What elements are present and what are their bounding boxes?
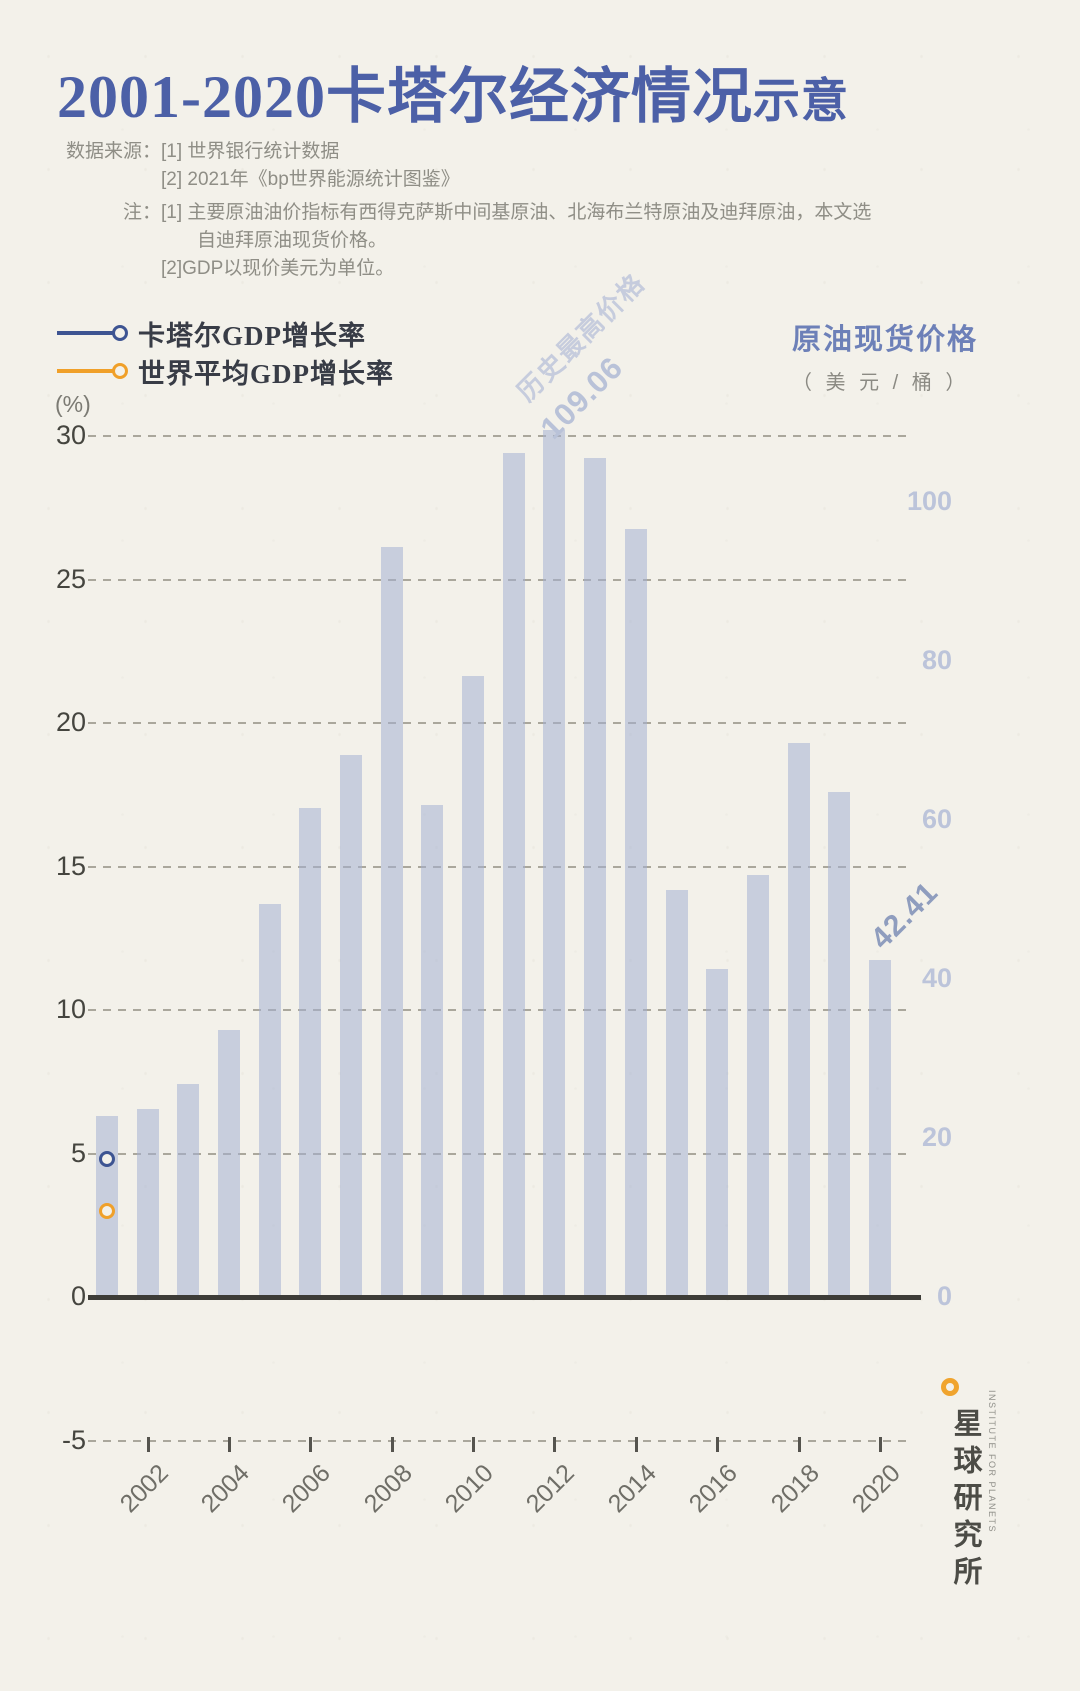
world-gdp-marker-icon [112, 363, 128, 379]
legend-item-world-gdp: 世界平均GDP增长率 [57, 352, 394, 390]
bar-2003 [177, 1083, 200, 1297]
x-axis-line [88, 1295, 921, 1300]
source-notes: 数据来源： [1] 世界银行统计数据 [2] 2021年《bp世界能源统计图鉴》… [57, 138, 871, 283]
source-line-1: [1] 世界银行统计数据 [161, 141, 340, 162]
bar-2016 [706, 969, 729, 1297]
left-axis-tick-label: 10 [55, 994, 86, 1024]
note-label: 注： [122, 202, 161, 223]
right-axis-tick-label: 100 [906, 486, 952, 516]
bar-2005 [258, 904, 281, 1297]
source-row-2: [2] 2021年《bp世界能源统计图鉴》 [57, 166, 871, 194]
page-title: 2001-2020卡塔尔经济情况示意 [57, 48, 849, 135]
world-gdp-line-swatch [57, 363, 128, 379]
marker-world-gdp [99, 1202, 115, 1219]
x-axis-tick-label: 2016 [683, 1459, 743, 1519]
right-axis-tick-label: 80 [921, 645, 952, 675]
right-axis-tick-label: 60 [921, 804, 952, 834]
x-axis-tick-2012 [553, 1437, 557, 1452]
x-axis-tick-label: 2014 [602, 1459, 662, 1519]
bar-2013 [584, 458, 607, 1297]
legend-item-qatar-gdp: 卡塔尔GDP增长率 [57, 314, 394, 352]
note-line-3: [2]GDP以现价美元为单位。 [161, 258, 395, 279]
x-axis-tick-2006 [309, 1437, 313, 1452]
bar-2018 [787, 742, 810, 1297]
left-axis-tick-label: 0 [70, 1281, 86, 1311]
left-axis-tick-label: 20 [55, 707, 86, 737]
x-axis-tick-label: 2002 [114, 1459, 174, 1519]
bar-2015 [665, 889, 688, 1297]
x-axis-tick-label: 2018 [765, 1459, 825, 1519]
x-axis-tick-2008 [390, 1437, 394, 1452]
bar-2008 [380, 547, 403, 1297]
x-axis-tick-2004 [228, 1437, 232, 1452]
x-axis-tick-2010 [472, 1437, 476, 1452]
qatar-gdp-line-swatch [57, 325, 128, 341]
x-axis-tick-label: 2010 [439, 1459, 499, 1519]
note-row-2: 自迪拜原油现货价格。 [57, 227, 871, 255]
right-axis-tick-label: 20 [921, 1122, 952, 1152]
gridline--5 [88, 1439, 908, 1442]
x-axis-tick-label: 2006 [277, 1459, 337, 1519]
x-axis-tick-2016 [716, 1437, 720, 1452]
qatar-gdp-marker-icon [112, 325, 128, 341]
x-axis-tick-label: 2012 [521, 1459, 581, 1519]
logo-name-cn: 星球研究所 [949, 1408, 981, 1593]
gridline-30 [88, 435, 908, 437]
x-axis-tick-label: 2008 [358, 1459, 418, 1519]
right-axis-subtitle: （ 美 元 / 桶 ） [792, 372, 970, 394]
logo-ring-icon [941, 1378, 959, 1396]
source-label: 数据来源： [65, 141, 161, 162]
x-axis-tick-2020 [878, 1437, 882, 1452]
last-price-annotation-value: 42.41 [864, 875, 945, 956]
left-axis-tick-label: 15 [55, 850, 86, 881]
note-row-3: [2]GDP以现价美元为单位。 [57, 255, 871, 283]
note-line-1: [1] 主要原油油价指标有西得克萨斯中间基原油、北海布兰特原油及迪拜原油，本文选 [161, 202, 872, 223]
legend-label-qatar: 卡塔尔GDP增长率 [138, 320, 366, 351]
right-axis-tick-label: 40 [921, 963, 952, 993]
bar-2019 [828, 792, 851, 1297]
bar-2012 [543, 429, 566, 1297]
bar-2002 [136, 1108, 159, 1297]
marker-qatar-gdp [99, 1151, 115, 1168]
bar-2011 [502, 452, 525, 1297]
logo-name-en: INSTITUTE FOR PLANETS [987, 1390, 997, 1534]
x-axis-tick-2002 [146, 1437, 150, 1452]
right-axis-header: 原油现货价格 （ 美 元 / 桶 ） [792, 316, 978, 395]
bar-2004 [218, 1029, 241, 1297]
x-axis-tick-label: 2020 [846, 1459, 906, 1519]
legend-label-world: 世界平均GDP增长率 [138, 358, 394, 389]
gridline-15 [88, 865, 908, 868]
x-axis-tick-label: 2004 [195, 1459, 255, 1519]
gridline-20 [88, 722, 908, 724]
bar-2007 [340, 754, 363, 1297]
note-row-1: 注： [1] 主要原油油价指标有西得克萨斯中间基原油、北海布兰特原油及迪拜原油，… [57, 199, 871, 227]
gridline-5 [88, 1152, 908, 1155]
left-axis-unit-label: (%) [55, 391, 91, 417]
gridline-25 [88, 578, 908, 581]
legend: 卡塔尔GDP增长率 世界平均GDP增长率 [57, 314, 394, 390]
note-line-2: 自迪拜原油现货价格。 [197, 230, 388, 251]
bar-2010 [462, 676, 485, 1297]
x-axis-tick-2018 [797, 1437, 801, 1452]
right-axis-tick-label: 0 [936, 1281, 952, 1311]
bar-2020 [868, 959, 891, 1297]
bar-2014 [624, 529, 647, 1297]
source-row-1: 数据来源： [1] 世界银行统计数据 [57, 138, 871, 166]
right-axis-title: 原油现货价格 [792, 324, 979, 356]
title-main: 2001-2020卡塔尔经济情况 [57, 64, 753, 130]
left-axis-tick-label: 5 [70, 1137, 86, 1168]
left-axis-tick-label: -5 [61, 1424, 86, 1455]
title-suffix: 示意 [752, 76, 849, 128]
bar-2006 [299, 808, 322, 1297]
bar-2017 [746, 874, 769, 1297]
source-line-2: [2] 2021年《bp世界能源统计图鉴》 [161, 169, 460, 190]
x-axis-tick-2014 [634, 1437, 638, 1452]
left-axis-tick-label: 30 [55, 420, 86, 450]
gridline-10 [88, 1009, 908, 1011]
bar-2009 [421, 804, 444, 1297]
left-axis-tick-label: 25 [55, 563, 86, 594]
publisher-logo: 星球研究所 INSTITUTE FOR PLANETS [938, 1378, 997, 1593]
